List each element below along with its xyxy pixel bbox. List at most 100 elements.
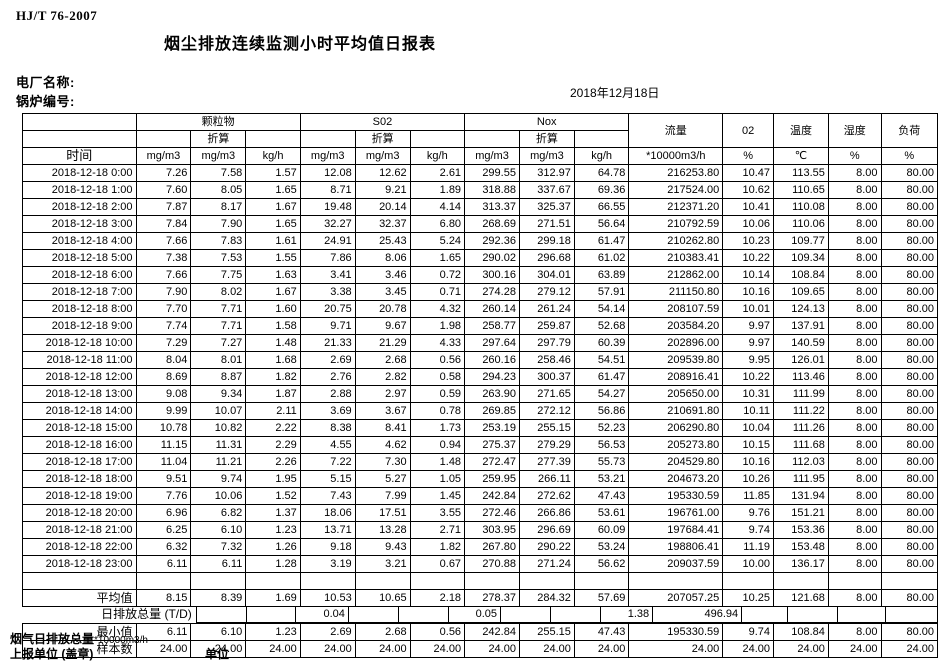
cell-nox-converted: 304.01 bbox=[518, 266, 575, 284]
cell-so2-converted: 4.62 bbox=[354, 436, 411, 454]
header-group-nox: Nox bbox=[464, 113, 630, 131]
summary-row: 最小值 6.11 6.10 1.23 2.69 2.68 0.56 242.84 255.15 4… bbox=[22, 623, 938, 641]
spacer-cell bbox=[518, 572, 575, 590]
cell-flow: 203584.20 bbox=[628, 317, 724, 335]
cell-so2-kgh: 1.48 bbox=[409, 453, 466, 471]
cell-temperature: 111.95 bbox=[773, 470, 829, 488]
spacer-cell bbox=[573, 572, 630, 590]
table-row: 2018-12-18 21:00 6.25 6.10 1.23 13.71 13.28 2.… bbox=[22, 521, 938, 539]
summary-cell-load: 80.00 bbox=[880, 589, 938, 607]
cell-so2-kgh: 1.73 bbox=[409, 419, 466, 437]
cell-pm-mgm3: 6.25 bbox=[135, 521, 192, 539]
cell-nox-kgh: 54.51 bbox=[573, 351, 630, 369]
spacer-cell bbox=[409, 572, 466, 590]
cell-so2-mgm3: 18.06 bbox=[299, 504, 356, 522]
standard-code: HJ/T 76-2007 bbox=[16, 8, 98, 23]
cell-temperature: 126.01 bbox=[773, 351, 829, 369]
cell-nox-kgh: 52.23 bbox=[573, 419, 630, 437]
cell-nox-kgh: 52.68 bbox=[573, 317, 630, 335]
cell-temperature: 113.46 bbox=[773, 368, 829, 386]
cell-so2-converted: 20.14 bbox=[354, 198, 411, 216]
cell-o2: 10.62 bbox=[722, 181, 774, 199]
cell-nox-converted: 300.37 bbox=[518, 368, 575, 386]
summary-cell-so2-kgh: 2.18 bbox=[409, 589, 466, 607]
table-row: 2018-12-18 18:00 9.51 9.74 1.95 5.15 5.27 1.05… bbox=[22, 470, 938, 488]
table-row: 2018-12-18 23:00 6.11 6.11 1.28 3.19 3.21 0.67… bbox=[22, 555, 938, 573]
cell-nox-converted: 271.65 bbox=[518, 385, 575, 403]
header-time: 时间 bbox=[22, 147, 137, 165]
cell-nox-converted: 337.67 bbox=[518, 181, 575, 199]
header-group-load: 负荷 bbox=[880, 113, 938, 148]
cell-humidity: 8.00 bbox=[827, 555, 882, 573]
summary-cell-humidity: 24.00 bbox=[827, 640, 882, 658]
cell-o2: 10.00 bbox=[722, 555, 774, 573]
cell-nox-mgm3: 258.77 bbox=[464, 317, 520, 335]
table-row: 2018-12-18 22:00 6.32 7.32 1.26 9.18 9.43 1.82… bbox=[22, 538, 938, 556]
cell-so2-converted: 32.37 bbox=[354, 215, 411, 233]
summary-cell-pm-kgh: 1.23 bbox=[245, 623, 301, 641]
cell-temperature: 110.65 bbox=[773, 181, 829, 199]
cell-pm-converted: 7.75 bbox=[190, 266, 247, 284]
cell-so2-converted: 3.67 bbox=[354, 402, 411, 420]
cell-load: 80.00 bbox=[880, 419, 938, 437]
reporting-unit-label: 上报单位 (盖章) bbox=[10, 647, 94, 661]
cell-nox-mgm3: 318.88 bbox=[464, 181, 520, 199]
summary-cell-nox-converted: 284.32 bbox=[518, 589, 575, 607]
cell-so2-converted: 9.43 bbox=[354, 538, 411, 556]
cell-flow: 205650.00 bbox=[628, 385, 724, 403]
cell-pm-converted: 11.21 bbox=[190, 453, 247, 471]
header-nox-unit-mgm3-converted: mg/m3 bbox=[518, 147, 575, 165]
summary-cell-nox-kgh: 47.43 bbox=[573, 623, 630, 641]
cell-nox-mgm3: 267.80 bbox=[464, 538, 520, 556]
cell-o2: 10.16 bbox=[722, 283, 774, 301]
cell-so2-kgh: 0.67 bbox=[409, 555, 466, 573]
cell-humidity: 8.00 bbox=[827, 198, 882, 216]
summary-row: 样本数 24.00 24.00 24.00 24.00 24.00 24.00 24.00 24… bbox=[22, 640, 938, 658]
cell-so2-mgm3: 8.71 bbox=[299, 181, 356, 199]
flow-total-note-main: 烟气日排放总量 bbox=[10, 632, 95, 646]
cell-pm-kgh: 2.26 bbox=[245, 453, 301, 471]
cell-nox-kgh: 54.14 bbox=[573, 300, 630, 318]
header-nox-blank-2 bbox=[573, 130, 630, 148]
header-pm-unit-mgm3-converted: mg/m3 bbox=[190, 147, 247, 165]
summary-cell-nox-kgh: 24.00 bbox=[573, 640, 630, 658]
cell-nox-converted: 271.24 bbox=[518, 555, 575, 573]
cell-so2-converted: 8.41 bbox=[354, 419, 411, 437]
cell-nox-converted: 312.97 bbox=[518, 164, 575, 182]
cell-nox-kgh: 57.91 bbox=[573, 283, 630, 301]
cell-nox-kgh: 53.24 bbox=[573, 538, 630, 556]
summary-cell-load: 24.00 bbox=[880, 640, 938, 658]
plant-name-label: 电厂名称: bbox=[16, 75, 75, 90]
cell-so2-mgm3: 7.43 bbox=[299, 487, 356, 505]
cell-flow: 198806.41 bbox=[628, 538, 724, 556]
cell-pm-kgh: 1.28 bbox=[245, 555, 301, 573]
cell-so2-mgm3: 32.27 bbox=[299, 215, 356, 233]
cell-pm-mgm3: 7.38 bbox=[135, 249, 192, 267]
cell-time: 2018-12-18 12:00 bbox=[22, 368, 137, 386]
cell-so2-mgm3: 9.71 bbox=[299, 317, 356, 335]
cell-nox-kgh: 47.43 bbox=[573, 487, 630, 505]
daily-total-row: 日排放总量 (T/D) 0.04 0.05 1.38 496.94 bbox=[0, 606, 938, 623]
cell-pm-mgm3: 6.32 bbox=[135, 538, 192, 556]
summary-cell-so2-mgm3: 24.00 bbox=[299, 640, 356, 658]
unit-label: 单位 bbox=[205, 647, 230, 661]
cell-so2-mgm3: 3.41 bbox=[299, 266, 356, 284]
cell-so2-converted: 21.29 bbox=[354, 334, 411, 352]
cell-nox-converted: 266.11 bbox=[518, 470, 575, 488]
cell-nox-converted: 277.39 bbox=[518, 453, 575, 471]
cell-nox-mgm3: 274.28 bbox=[464, 283, 520, 301]
cell-nox-converted: 299.18 bbox=[518, 232, 575, 250]
cell-so2-mgm3: 4.55 bbox=[299, 436, 356, 454]
flow-total-note-unit: *10000m3/h bbox=[94, 635, 148, 646]
cell-temperature: 113.55 bbox=[773, 164, 829, 182]
table-row: 2018-12-18 11:00 8.04 8.01 1.68 2.69 2.68 0.56… bbox=[22, 351, 938, 369]
table-row: 2018-12-18 2:00 7.87 8.17 1.67 19.48 20.14 4.1… bbox=[22, 198, 938, 216]
cell-load: 80.00 bbox=[880, 487, 938, 505]
cell-temperature: 124.13 bbox=[773, 300, 829, 318]
cell-humidity: 8.00 bbox=[827, 402, 882, 420]
header-pm-blank-2 bbox=[245, 130, 301, 148]
cell-pm-converted: 10.82 bbox=[190, 419, 247, 437]
cell-pm-converted: 6.10 bbox=[190, 521, 247, 539]
cell-so2-kgh: 6.80 bbox=[409, 215, 466, 233]
header-blank-time-2 bbox=[22, 130, 137, 148]
